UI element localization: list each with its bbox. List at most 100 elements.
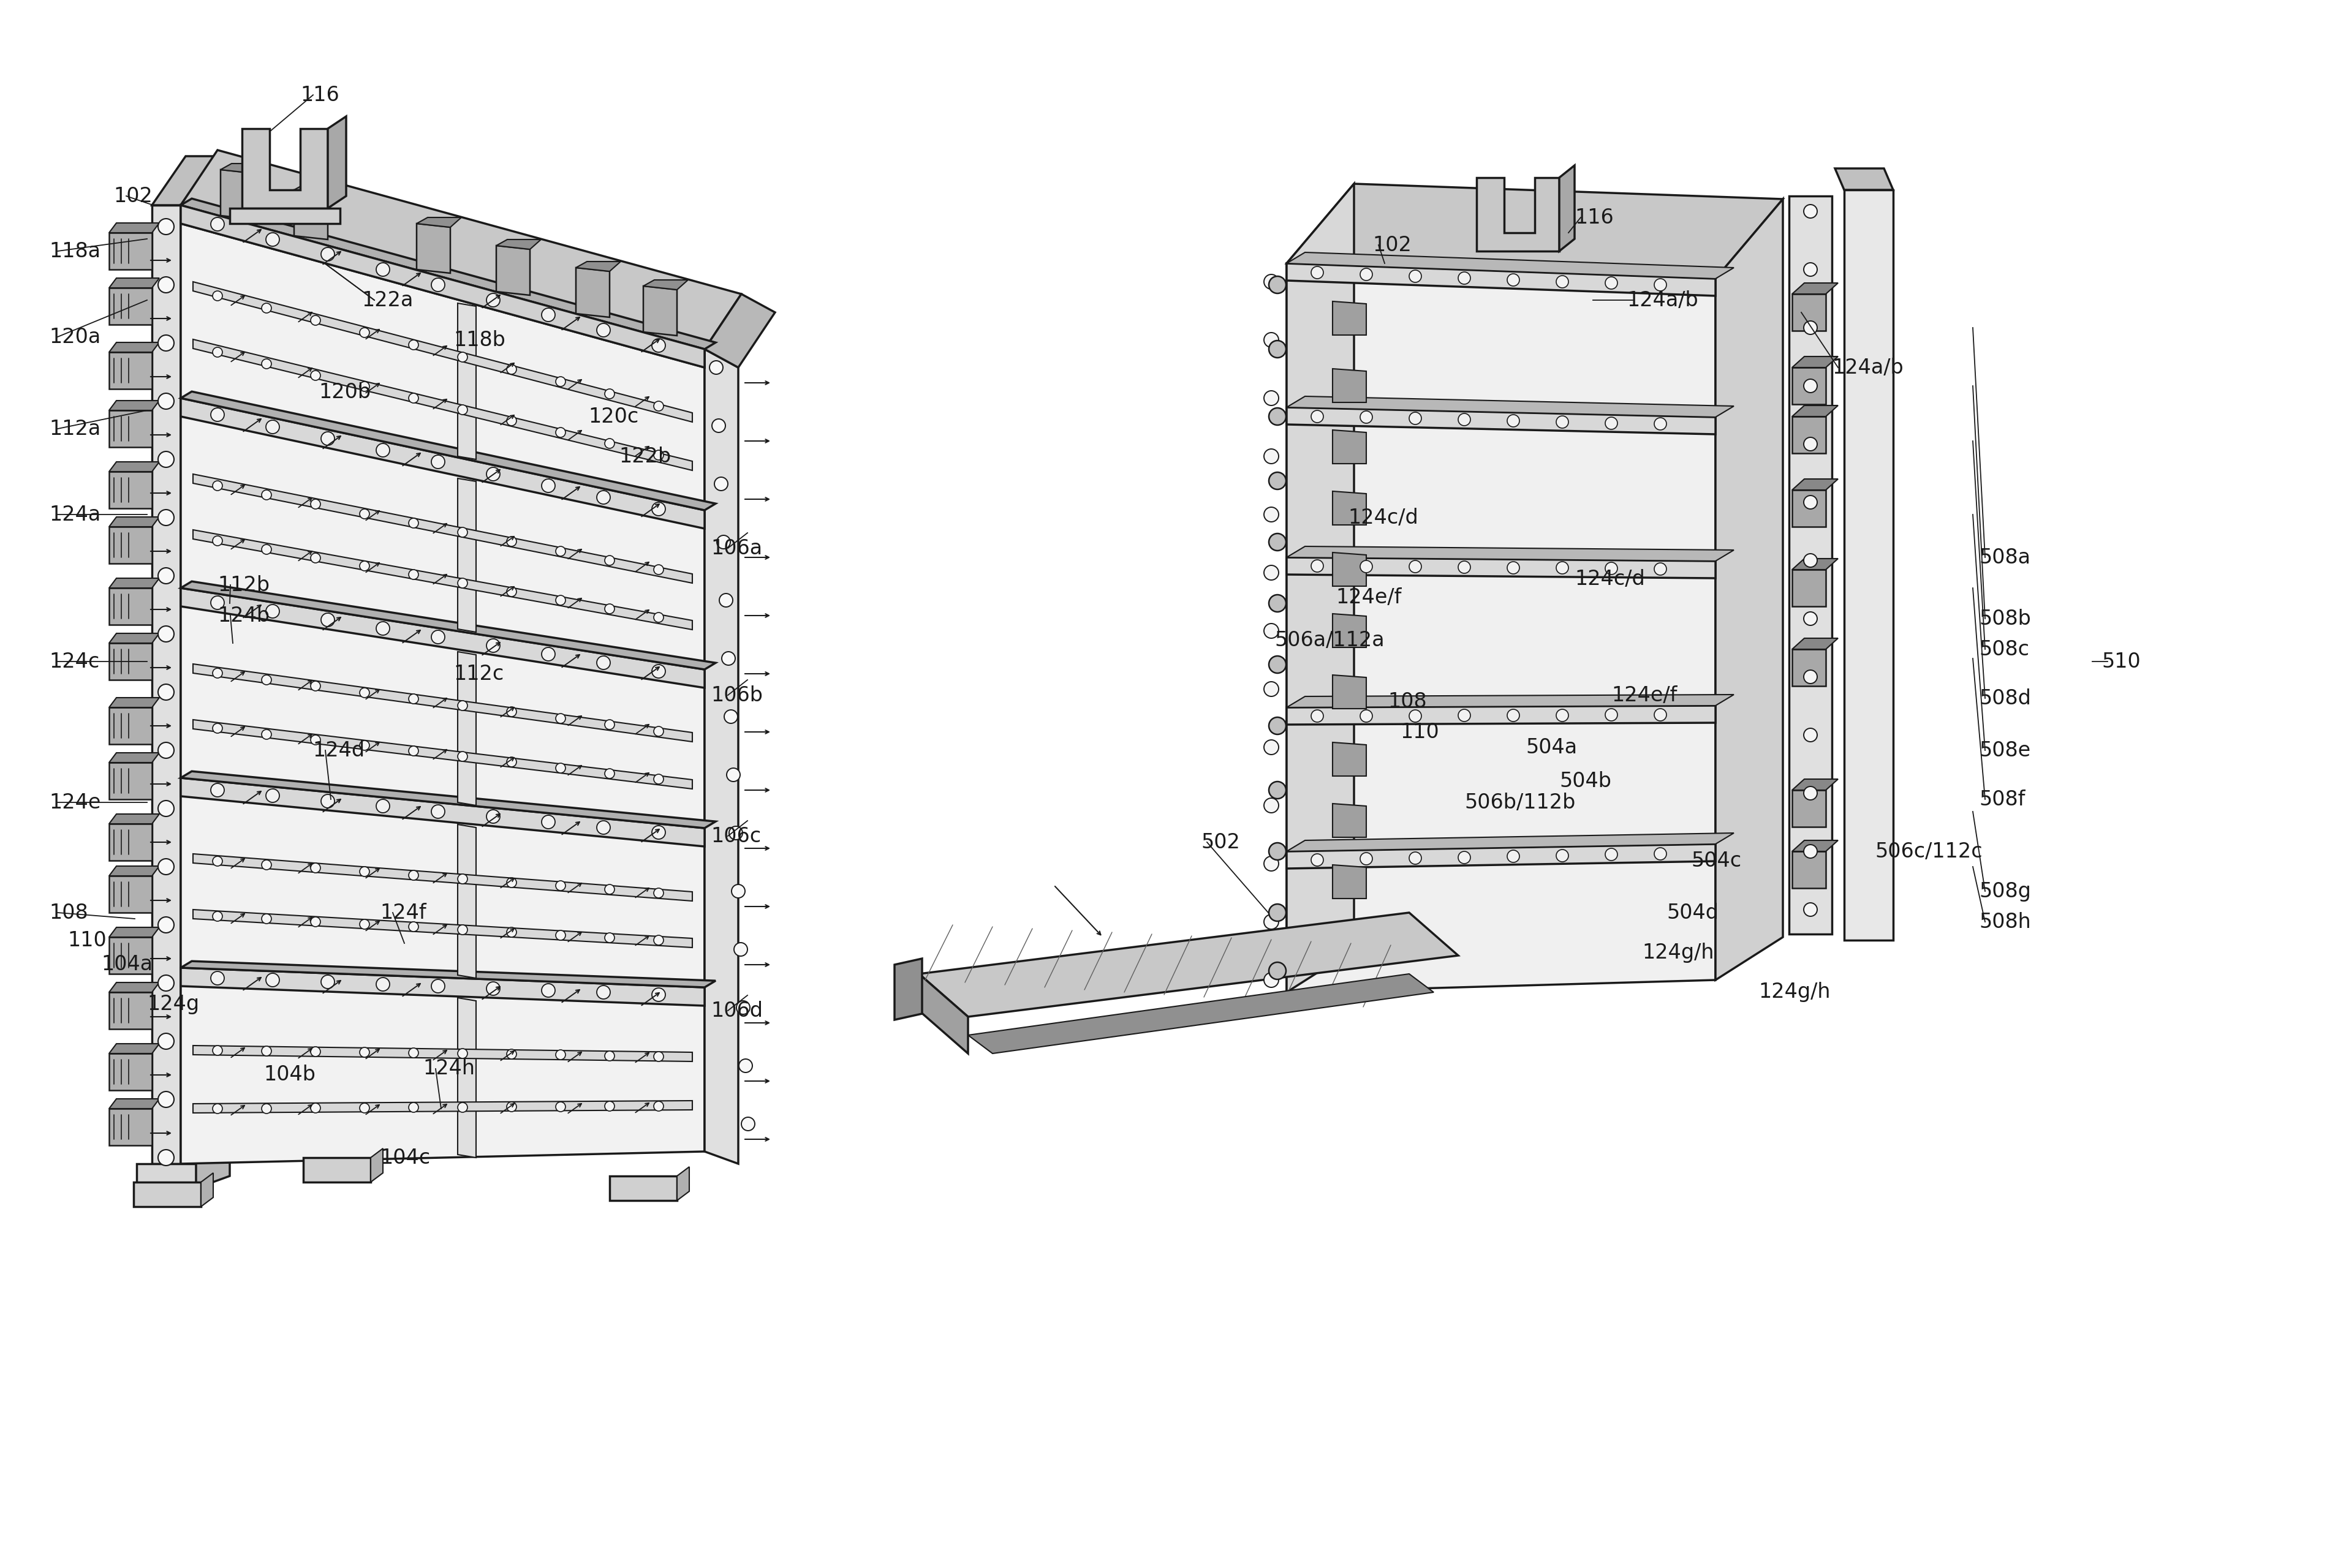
Circle shape [157, 859, 174, 875]
Circle shape [543, 815, 554, 829]
Circle shape [1459, 851, 1470, 864]
Polygon shape [496, 240, 540, 249]
Polygon shape [1792, 417, 1825, 453]
Circle shape [157, 510, 174, 525]
Circle shape [458, 873, 467, 884]
Polygon shape [1332, 804, 1367, 837]
Circle shape [1409, 851, 1421, 864]
Circle shape [265, 789, 280, 803]
Text: 104b: 104b [263, 1065, 315, 1085]
Circle shape [458, 751, 467, 762]
Circle shape [1264, 740, 1278, 754]
Polygon shape [181, 392, 716, 510]
Polygon shape [136, 1163, 195, 1189]
Circle shape [716, 535, 731, 549]
Text: 506b/112b: 506b/112b [1463, 792, 1576, 812]
Circle shape [376, 263, 390, 276]
Polygon shape [458, 303, 477, 459]
Polygon shape [181, 967, 705, 1005]
Circle shape [653, 339, 665, 353]
Polygon shape [134, 1182, 202, 1207]
Circle shape [1654, 709, 1665, 721]
Circle shape [543, 478, 554, 492]
Text: 124e/f: 124e/f [1337, 586, 1402, 607]
Circle shape [261, 1046, 272, 1055]
Circle shape [310, 370, 319, 381]
Polygon shape [181, 205, 705, 367]
Circle shape [261, 359, 272, 368]
Polygon shape [108, 877, 153, 913]
Text: 504d: 504d [1665, 903, 1719, 922]
Text: 124a/b: 124a/b [1832, 358, 1903, 378]
Text: 508a: 508a [1978, 547, 2030, 568]
Text: 502: 502 [1200, 833, 1240, 853]
Circle shape [157, 452, 174, 467]
Circle shape [604, 389, 615, 398]
Circle shape [1268, 905, 1285, 922]
Circle shape [653, 450, 662, 459]
Circle shape [557, 428, 566, 437]
Text: 110: 110 [1400, 721, 1440, 742]
Text: 110: 110 [68, 930, 106, 950]
Text: 124g/h: 124g/h [1759, 982, 1830, 1002]
Polygon shape [1792, 356, 1837, 367]
Polygon shape [181, 398, 705, 528]
Circle shape [507, 757, 517, 767]
Circle shape [1264, 972, 1278, 988]
Polygon shape [1792, 638, 1837, 649]
Polygon shape [1792, 295, 1825, 331]
Text: 104a: 104a [101, 955, 153, 975]
Circle shape [1804, 845, 1818, 858]
Polygon shape [153, 157, 214, 205]
Text: 102: 102 [113, 187, 153, 205]
Circle shape [557, 376, 566, 386]
Circle shape [157, 218, 174, 235]
Polygon shape [1792, 790, 1825, 826]
Circle shape [157, 394, 174, 409]
Polygon shape [193, 855, 693, 902]
Text: 120c: 120c [587, 406, 639, 426]
Circle shape [1268, 963, 1285, 980]
Circle shape [604, 933, 615, 942]
Circle shape [1311, 267, 1322, 279]
Circle shape [1264, 682, 1278, 696]
Polygon shape [1287, 183, 1783, 279]
Circle shape [557, 713, 566, 723]
Polygon shape [108, 411, 153, 447]
Polygon shape [108, 993, 153, 1029]
Circle shape [409, 695, 418, 704]
Circle shape [1264, 390, 1278, 406]
Circle shape [726, 768, 740, 781]
Circle shape [322, 795, 334, 808]
Circle shape [376, 977, 390, 991]
Circle shape [1268, 408, 1285, 425]
Circle shape [1409, 270, 1421, 282]
Polygon shape [1792, 649, 1825, 687]
Circle shape [359, 1104, 369, 1113]
Circle shape [1360, 710, 1372, 723]
Polygon shape [1560, 165, 1574, 251]
Polygon shape [202, 1173, 214, 1207]
Polygon shape [181, 151, 742, 350]
Circle shape [211, 972, 223, 985]
Circle shape [731, 884, 745, 898]
Circle shape [409, 870, 418, 880]
Polygon shape [1287, 397, 1734, 417]
Circle shape [432, 980, 444, 993]
Circle shape [507, 1049, 517, 1058]
Polygon shape [108, 927, 160, 938]
Circle shape [653, 887, 662, 898]
Circle shape [1604, 709, 1618, 721]
Polygon shape [108, 517, 160, 527]
Circle shape [604, 768, 615, 778]
Circle shape [714, 477, 728, 491]
Circle shape [261, 914, 272, 924]
Circle shape [507, 878, 517, 887]
Text: 508b: 508b [1978, 608, 2032, 629]
Circle shape [653, 564, 662, 574]
Circle shape [376, 621, 390, 635]
Polygon shape [221, 163, 265, 174]
Polygon shape [1332, 742, 1367, 776]
Polygon shape [1332, 301, 1367, 336]
Polygon shape [458, 652, 477, 806]
